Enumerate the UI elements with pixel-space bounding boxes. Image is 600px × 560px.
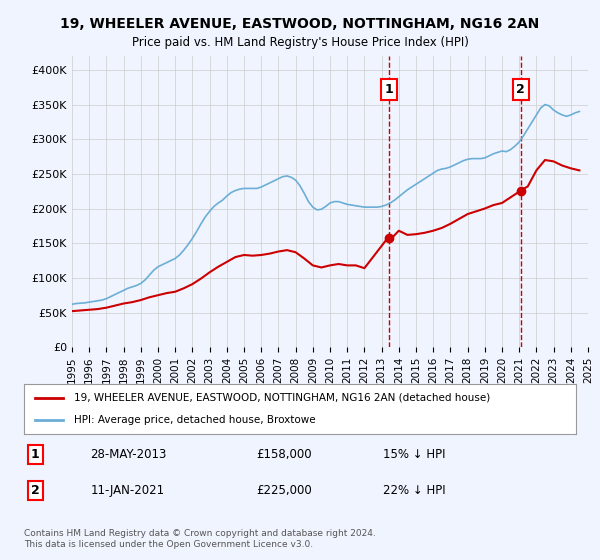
Text: 2: 2 [516, 83, 525, 96]
Text: 22% ↓ HPI: 22% ↓ HPI [383, 484, 445, 497]
Text: £225,000: £225,000 [256, 484, 311, 497]
Text: 19, WHEELER AVENUE, EASTWOOD, NOTTINGHAM, NG16 2AN: 19, WHEELER AVENUE, EASTWOOD, NOTTINGHAM… [61, 17, 539, 31]
Text: £158,000: £158,000 [256, 448, 311, 461]
Text: 1: 1 [385, 83, 393, 96]
Text: 11-JAN-2021: 11-JAN-2021 [90, 484, 164, 497]
Text: 15% ↓ HPI: 15% ↓ HPI [383, 448, 445, 461]
Text: 28-MAY-2013: 28-MAY-2013 [90, 448, 167, 461]
Text: HPI: Average price, detached house, Broxtowe: HPI: Average price, detached house, Brox… [74, 415, 316, 425]
Text: 19, WHEELER AVENUE, EASTWOOD, NOTTINGHAM, NG16 2AN (detached house): 19, WHEELER AVENUE, EASTWOOD, NOTTINGHAM… [74, 393, 490, 403]
Text: 2: 2 [31, 484, 40, 497]
Text: 1: 1 [31, 448, 40, 461]
Text: Price paid vs. HM Land Registry's House Price Index (HPI): Price paid vs. HM Land Registry's House … [131, 36, 469, 49]
Text: Contains HM Land Registry data © Crown copyright and database right 2024.
This d: Contains HM Land Registry data © Crown c… [24, 529, 376, 549]
